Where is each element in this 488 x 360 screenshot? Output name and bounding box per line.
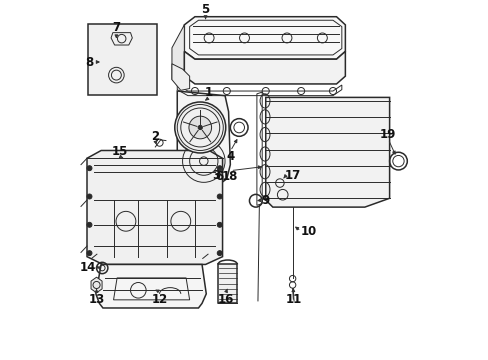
Text: 2: 2 <box>151 130 159 143</box>
Polygon shape <box>184 51 345 84</box>
Text: 12: 12 <box>152 293 168 306</box>
Polygon shape <box>91 277 102 293</box>
Text: 4: 4 <box>226 150 235 163</box>
Circle shape <box>217 251 222 256</box>
Polygon shape <box>96 265 206 308</box>
Text: 9: 9 <box>261 194 269 207</box>
Text: 5: 5 <box>201 3 209 16</box>
Circle shape <box>87 166 92 171</box>
Text: 15: 15 <box>111 145 128 158</box>
Text: 17: 17 <box>285 170 301 183</box>
Circle shape <box>174 102 225 153</box>
Circle shape <box>217 194 222 199</box>
Text: 13: 13 <box>88 293 104 306</box>
Bar <box>218 265 237 303</box>
Circle shape <box>217 222 222 227</box>
Text: 16: 16 <box>218 293 234 306</box>
Polygon shape <box>265 98 389 207</box>
Text: 1: 1 <box>204 86 212 99</box>
Bar <box>88 24 157 95</box>
Polygon shape <box>172 25 184 80</box>
Circle shape <box>217 166 222 171</box>
Text: 11: 11 <box>285 293 301 306</box>
Text: 8: 8 <box>84 55 93 68</box>
Text: 14: 14 <box>80 261 96 274</box>
Circle shape <box>198 125 202 130</box>
Text: 18: 18 <box>221 170 237 183</box>
Circle shape <box>188 116 211 139</box>
Polygon shape <box>172 64 189 90</box>
Circle shape <box>87 251 92 256</box>
Text: 7: 7 <box>112 21 120 34</box>
Polygon shape <box>177 91 230 189</box>
Text: 19: 19 <box>379 127 396 140</box>
Circle shape <box>87 194 92 199</box>
Polygon shape <box>184 17 345 59</box>
Text: 6: 6 <box>214 170 223 183</box>
Circle shape <box>87 222 92 227</box>
Polygon shape <box>87 150 222 265</box>
Text: 10: 10 <box>300 225 316 238</box>
Text: 3: 3 <box>211 169 220 182</box>
